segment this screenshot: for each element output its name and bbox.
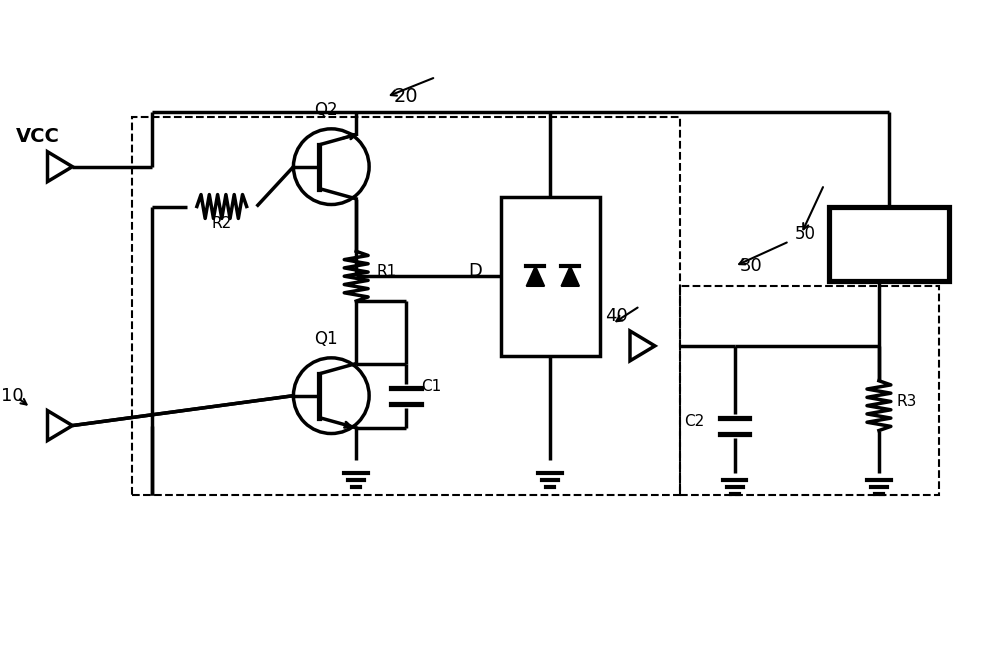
Text: VCC: VCC (16, 127, 59, 146)
Polygon shape (526, 266, 544, 286)
Text: C1: C1 (421, 379, 441, 393)
Text: 20: 20 (394, 87, 418, 106)
Bar (829, 207, 949, 281)
Polygon shape (561, 266, 579, 286)
Text: 50: 50 (794, 225, 815, 243)
Text: Q2: Q2 (314, 101, 338, 119)
Text: R1: R1 (376, 264, 396, 279)
Text: Q1: Q1 (314, 330, 338, 348)
Text: R2: R2 (212, 216, 232, 231)
Text: D: D (469, 262, 483, 280)
Text: 10: 10 (1, 387, 24, 404)
Text: 30: 30 (740, 257, 762, 275)
Text: C2: C2 (685, 413, 705, 428)
Bar (132, 117, 680, 495)
Bar (680, 286, 939, 495)
Bar (501, 196, 600, 356)
Text: 40: 40 (605, 307, 628, 325)
Text: R3: R3 (897, 393, 917, 409)
